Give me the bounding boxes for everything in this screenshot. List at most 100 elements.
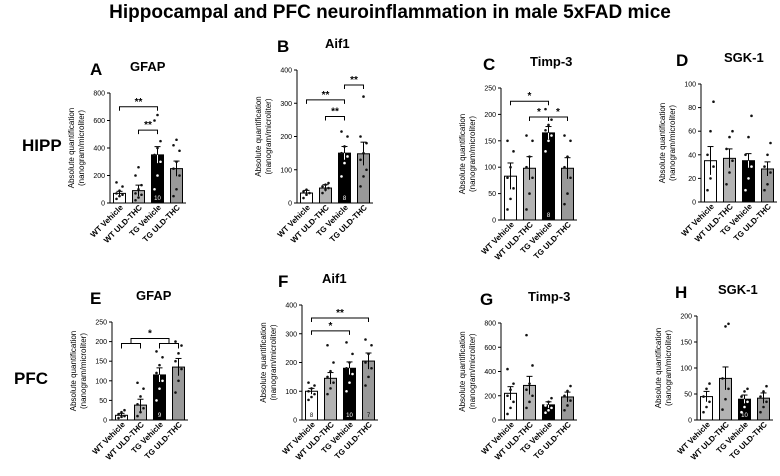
- data-point: [702, 395, 705, 398]
- data-point: [531, 364, 534, 367]
- panel-letter: D: [676, 51, 688, 70]
- data-point: [370, 366, 373, 370]
- data-point: [728, 135, 731, 139]
- y-axis-label-line: (nanogram/microliter): [77, 110, 86, 186]
- data-point: [724, 325, 727, 328]
- y-axis-label-line: (nanogram/microliter): [269, 324, 278, 400]
- data-point: [743, 390, 746, 393]
- panel-letter: E: [90, 289, 101, 308]
- data-point: [525, 134, 528, 137]
- n-label: 10: [346, 413, 353, 419]
- y-axis-label-line: Absolute quantification: [458, 331, 467, 412]
- data-point: [512, 150, 515, 153]
- data-point: [367, 375, 370, 379]
- data-point: [544, 411, 547, 415]
- data-point: [351, 372, 354, 376]
- data-point: [531, 139, 534, 143]
- data-point: [765, 400, 768, 404]
- data-point: [343, 145, 346, 148]
- data-point: [340, 130, 343, 133]
- data-point: [302, 190, 305, 193]
- data-point: [750, 114, 753, 118]
- y-tick-label: 100: [680, 366, 692, 373]
- y-tick-label: 200: [680, 314, 692, 321]
- data-point: [569, 139, 572, 143]
- data-point: [308, 191, 311, 195]
- data-point: [134, 192, 137, 195]
- data-point: [156, 146, 159, 150]
- data-point: [705, 405, 708, 409]
- y-tick-label: 400: [484, 369, 496, 376]
- n-label: 7: [367, 413, 371, 419]
- data-point: [506, 139, 509, 143]
- data-point: [177, 379, 180, 383]
- data-point: [307, 381, 310, 384]
- data-point: [525, 208, 528, 211]
- data-point: [136, 381, 139, 385]
- data-point: [547, 123, 550, 127]
- data-point: [506, 367, 509, 371]
- data-point: [724, 397, 727, 401]
- data-point: [345, 366, 348, 370]
- significance-label: **: [144, 120, 152, 131]
- significance-label: *: [556, 107, 560, 118]
- data-point: [348, 361, 351, 364]
- data-point: [709, 129, 712, 133]
- significance-label: **: [331, 107, 339, 118]
- data-point: [525, 165, 528, 169]
- data-point: [706, 188, 709, 192]
- y-tick-label: 200: [484, 112, 496, 119]
- data-point: [137, 187, 140, 191]
- significance-bracket: [130, 338, 170, 344]
- data-point: [525, 333, 528, 337]
- data-point: [120, 410, 123, 414]
- panel-title: Aif1: [322, 271, 347, 286]
- y-tick-label: 0: [293, 418, 297, 425]
- y-axis-label: Absolute quantification (nanogram/microli…: [458, 114, 477, 195]
- data-point: [359, 158, 362, 162]
- data-point: [506, 176, 509, 180]
- significance-bracket: [325, 116, 345, 121]
- data-point: [137, 196, 140, 199]
- data-point: [759, 395, 762, 398]
- data-point: [348, 381, 351, 384]
- significance-bracket: [159, 343, 179, 349]
- data-point: [139, 395, 142, 398]
- y-tick-label: 60: [688, 129, 696, 136]
- data-point: [528, 400, 531, 404]
- y-axis-label: Absolute quantification (nanogram/microli…: [69, 331, 88, 412]
- data-point: [743, 405, 746, 409]
- y-tick-label: 50: [488, 191, 496, 198]
- data-point: [174, 359, 177, 363]
- figure-title: Hippocampal and PFC neuroinflammation in…: [109, 2, 671, 23]
- data-point: [744, 188, 747, 192]
- data-point: [550, 406, 553, 410]
- significance-bracket: [119, 106, 158, 111]
- y-axis-label: Absolute quantification (nanogram/microli…: [259, 322, 278, 403]
- data-point: [721, 377, 724, 380]
- y-axis-label-line: Absolute quantification: [259, 322, 268, 403]
- data-point: [705, 387, 708, 391]
- y-tick-label: 400: [93, 146, 105, 153]
- data-point: [550, 118, 553, 121]
- data-point: [118, 189, 121, 192]
- data-point: [313, 384, 316, 387]
- significance-label: *: [329, 321, 333, 332]
- data-point: [769, 171, 772, 174]
- data-point: [550, 134, 553, 137]
- data-point: [175, 138, 178, 142]
- panel-g: G Timp-3 Absolute quantification (nanogram/…: [458, 289, 577, 462]
- data-point: [763, 165, 766, 168]
- panel-letter: F: [278, 272, 288, 291]
- data-point: [172, 194, 175, 198]
- data-point: [359, 135, 362, 138]
- data-point: [531, 176, 534, 180]
- data-point: [321, 185, 324, 188]
- data-point: [329, 387, 332, 390]
- data-point: [153, 153, 156, 157]
- panel-title: SGK-1: [724, 50, 764, 65]
- y-tick-label: 150: [680, 340, 692, 347]
- data-point: [550, 396, 553, 400]
- data-point: [506, 394, 509, 398]
